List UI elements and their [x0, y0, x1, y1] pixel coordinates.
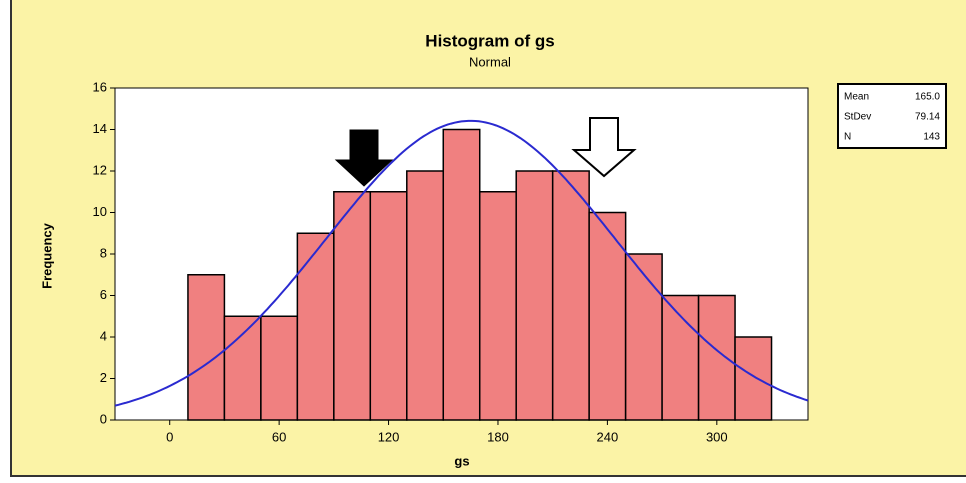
bar [478, 191, 517, 421]
y-tick-label: 10 [93, 204, 107, 219]
chart-title: Histogram of gs [425, 31, 554, 50]
y-tick-label: 12 [93, 162, 107, 177]
stats-name: N [844, 132, 851, 143]
x-tick-label: 120 [378, 429, 400, 444]
stats-name: StDev [844, 112, 871, 123]
chart-subtitle: Normal [469, 54, 511, 69]
x-tick-label: 300 [706, 429, 728, 444]
y-tick-label: 8 [100, 245, 107, 260]
bar [442, 128, 481, 421]
x-tick-label: 60 [272, 429, 286, 444]
x-tick-label: 240 [597, 429, 619, 444]
y-tick-label: 14 [93, 121, 107, 136]
bar [333, 191, 372, 421]
white-arrow [571, 117, 637, 178]
stats-name: Mean [844, 92, 869, 103]
bar [734, 336, 773, 421]
stats-value: 79.14 [915, 112, 940, 123]
stats-value: 143 [923, 132, 940, 143]
bar [223, 315, 262, 421]
y-axis-label: Frequency [39, 222, 54, 289]
y-tick-label: 4 [100, 328, 107, 343]
stats-box [837, 83, 947, 149]
bar [551, 170, 590, 421]
bar [369, 191, 408, 421]
bar [588, 211, 627, 421]
bar [661, 294, 700, 421]
x-tick-label: 0 [166, 429, 173, 444]
black-arrow [334, 129, 394, 187]
y-tick-label: 2 [100, 370, 107, 385]
bar [515, 170, 554, 421]
normal-curve [114, 119, 809, 407]
bar [406, 170, 445, 421]
bar [624, 253, 663, 421]
bar [260, 315, 299, 421]
bar [296, 232, 335, 421]
bar [187, 274, 226, 421]
x-axis-label: gs [454, 453, 469, 468]
y-tick-label: 16 [93, 79, 107, 94]
bar [697, 294, 736, 421]
y-tick-label: 0 [100, 411, 107, 426]
y-tick-label: 6 [100, 287, 107, 302]
x-tick-label: 180 [487, 429, 509, 444]
stats-value: 165.0 [915, 92, 940, 103]
